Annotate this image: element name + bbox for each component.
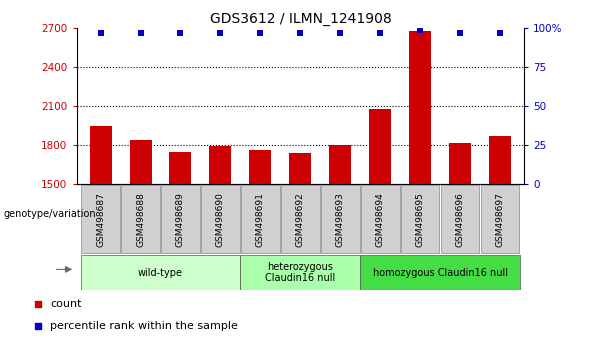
Bar: [81, 255, 240, 290]
Point: [455, 30, 465, 36]
Text: GSM498689: GSM498689: [176, 192, 185, 247]
FancyBboxPatch shape: [321, 185, 359, 253]
Text: percentile rank within the sample: percentile rank within the sample: [50, 321, 238, 331]
Text: GSM498697: GSM498697: [496, 192, 505, 247]
Bar: [449, 143, 471, 184]
FancyBboxPatch shape: [241, 185, 280, 253]
FancyBboxPatch shape: [281, 185, 320, 253]
Point: [495, 30, 505, 36]
Text: GSM498696: GSM498696: [456, 192, 465, 247]
Point: [336, 30, 345, 36]
Point: [33, 302, 42, 307]
Bar: [240, 255, 360, 290]
Point: [136, 30, 145, 36]
FancyBboxPatch shape: [481, 185, 519, 253]
Text: GSM498692: GSM498692: [296, 192, 305, 247]
FancyBboxPatch shape: [201, 185, 240, 253]
Bar: [90, 126, 111, 184]
FancyBboxPatch shape: [121, 185, 160, 253]
Bar: [289, 153, 312, 184]
Text: GSM498691: GSM498691: [256, 192, 265, 247]
Text: heterozygous
Claudin16 null: heterozygous Claudin16 null: [265, 262, 336, 284]
Bar: [489, 136, 511, 184]
FancyBboxPatch shape: [441, 185, 479, 253]
Point: [33, 323, 42, 329]
Bar: [249, 150, 272, 184]
Text: GSM498695: GSM498695: [416, 192, 425, 247]
Point: [416, 27, 425, 33]
Point: [296, 30, 305, 36]
FancyBboxPatch shape: [401, 185, 439, 253]
Point: [176, 30, 185, 36]
Bar: [409, 31, 431, 184]
Bar: [369, 109, 391, 184]
Bar: [130, 140, 151, 184]
Bar: [210, 147, 231, 184]
Point: [256, 30, 265, 36]
Text: wild-type: wild-type: [138, 268, 183, 278]
Text: GSM498687: GSM498687: [96, 192, 105, 247]
Bar: [360, 255, 520, 290]
Text: GSM498694: GSM498694: [376, 192, 385, 247]
Text: GSM498693: GSM498693: [336, 192, 345, 247]
FancyBboxPatch shape: [361, 185, 399, 253]
Bar: [329, 145, 352, 184]
Text: GSM498690: GSM498690: [216, 192, 225, 247]
Bar: [170, 152, 191, 184]
Point: [216, 30, 225, 36]
Point: [96, 30, 105, 36]
FancyBboxPatch shape: [81, 185, 120, 253]
Text: count: count: [50, 299, 81, 309]
Point: [376, 30, 385, 36]
Text: genotype/variation: genotype/variation: [4, 209, 97, 219]
Text: GSM498688: GSM498688: [136, 192, 145, 247]
Text: homozygous Claudin16 null: homozygous Claudin16 null: [373, 268, 508, 278]
FancyBboxPatch shape: [161, 185, 200, 253]
Title: GDS3612 / ILMN_1241908: GDS3612 / ILMN_1241908: [210, 12, 391, 26]
